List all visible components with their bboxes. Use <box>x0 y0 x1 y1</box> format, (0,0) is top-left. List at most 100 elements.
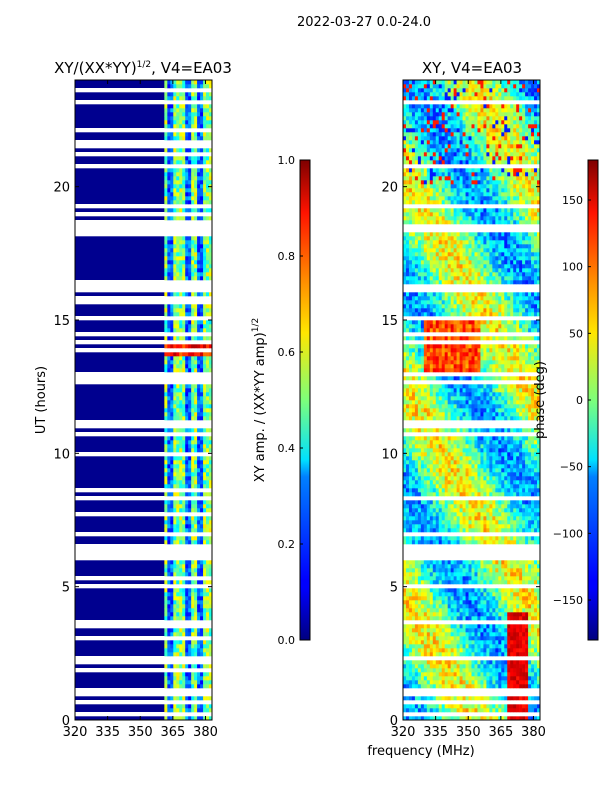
phase-cell <box>459 508 463 513</box>
amplitude-cell <box>203 188 207 193</box>
phase-cell <box>411 396 416 401</box>
phase-cell <box>474 648 478 653</box>
phase-cell <box>459 400 463 405</box>
phase-cell <box>501 528 505 533</box>
amplitude-cell <box>200 208 204 213</box>
amplitude-cell <box>182 308 186 313</box>
phase-cell <box>468 560 472 565</box>
phase-cell <box>432 488 437 493</box>
phase-cell <box>480 580 484 585</box>
phase-cell <box>483 440 487 445</box>
amplitude-cell <box>197 260 201 265</box>
phase-cell <box>459 512 463 517</box>
phase-cell <box>519 616 523 621</box>
phase-cell <box>468 624 472 629</box>
phase-cell <box>498 612 502 617</box>
phase-cell <box>501 480 505 485</box>
amplitude-cell <box>164 360 168 365</box>
amplitude-cell <box>170 608 174 613</box>
phase-cell <box>405 636 410 641</box>
phase-cell <box>516 616 520 621</box>
phase-cell <box>507 388 511 393</box>
amplitude-cell <box>176 508 180 513</box>
amplitude-cell <box>194 196 198 201</box>
amplitude-cell <box>179 436 183 441</box>
phase-cell <box>510 520 514 525</box>
amplitude-cell <box>209 292 213 297</box>
phase-cell <box>528 448 532 453</box>
amplitude-cell <box>182 172 186 177</box>
phase-cell <box>465 500 469 505</box>
phase-cell <box>489 676 493 681</box>
amplitude-cell <box>206 328 210 333</box>
phase-cell <box>405 488 410 493</box>
amplitude-cell <box>170 600 174 605</box>
amplitude-cell <box>179 328 183 333</box>
phase-cell <box>465 448 469 453</box>
amplitude-cell <box>170 268 174 273</box>
phase-cell <box>525 600 529 605</box>
phase-cell <box>510 436 514 441</box>
phase-cell <box>498 648 502 653</box>
phase-cell <box>492 456 496 461</box>
phase-cell <box>408 716 413 721</box>
phase-cell <box>423 716 428 721</box>
amplitude-cell <box>203 472 207 477</box>
phase-cell <box>531 452 535 457</box>
phase-cell <box>456 540 460 545</box>
amplitude-cell <box>164 716 168 721</box>
phase-cell <box>456 452 460 457</box>
amplitude-cell <box>188 480 192 485</box>
phase-cell <box>438 476 443 481</box>
amplitude-cell <box>179 520 183 525</box>
amplitude-cell <box>185 320 189 325</box>
phase-cell <box>417 468 422 473</box>
amplitude-flagged-row <box>75 692 212 697</box>
amplitude-cell <box>164 244 168 249</box>
phase-cell <box>429 396 434 401</box>
phase-cell <box>450 472 454 477</box>
amplitude-cell <box>203 440 207 445</box>
phase-cell <box>441 628 445 633</box>
phase-cell <box>405 608 410 613</box>
phase-cell <box>447 408 451 413</box>
amplitude-cell <box>194 520 198 525</box>
phase-cell <box>474 640 478 645</box>
phase-cell <box>507 440 511 445</box>
amplitude-cell <box>179 360 183 365</box>
phase-cell <box>456 524 460 529</box>
phase-cell <box>513 508 517 513</box>
phase-cell <box>441 508 445 513</box>
phase-cell <box>486 580 490 585</box>
phase-cell <box>513 408 517 413</box>
phase-cell <box>516 664 520 669</box>
phase-cell <box>474 560 478 565</box>
phase-cell <box>510 500 514 505</box>
amplitude-x-tick-label: 380 <box>193 725 218 740</box>
amplitude-cell <box>170 324 174 329</box>
phase-cell <box>405 564 410 569</box>
phase-cell <box>411 440 416 445</box>
amplitude-cell <box>173 344 177 349</box>
phase-cell <box>465 684 469 689</box>
amplitude-cell <box>206 320 210 325</box>
phase-cell <box>519 608 523 613</box>
phase-cell <box>522 644 526 649</box>
phase-cell <box>483 492 487 497</box>
amplitude-cell <box>182 428 186 433</box>
amplitude-cell <box>188 184 192 189</box>
phase-cell <box>459 580 463 585</box>
phase-cell <box>507 624 511 629</box>
phase-cell <box>411 460 416 465</box>
phase-cell <box>450 568 454 573</box>
phase-cell <box>453 440 457 445</box>
phase-cell <box>498 680 502 685</box>
phase-cell <box>534 564 538 569</box>
amplitude-cell <box>191 112 195 117</box>
amplitude-cell <box>194 124 198 129</box>
amplitude-cell <box>200 400 204 405</box>
phase-cell <box>507 520 511 525</box>
phase-cell <box>438 540 443 545</box>
amplitude-cell <box>191 708 195 713</box>
phase-cell <box>444 460 448 465</box>
